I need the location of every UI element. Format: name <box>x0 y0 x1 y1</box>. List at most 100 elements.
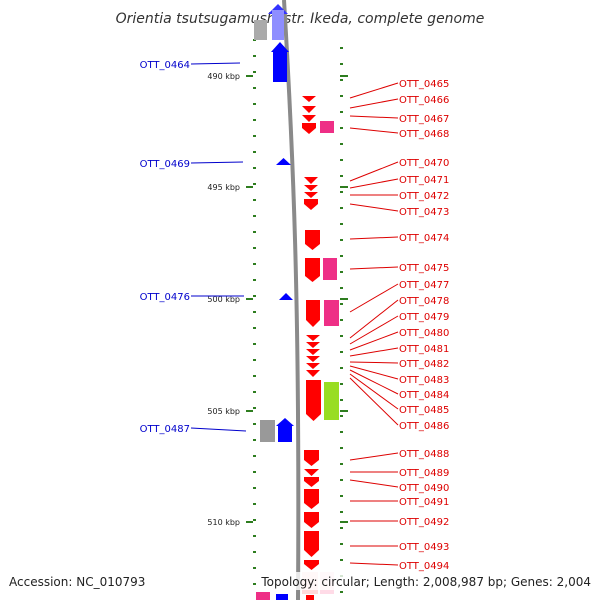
right-gene-leader <box>349 299 399 339</box>
gene-feature <box>306 342 320 348</box>
accession-label: Accession: NC_010793 <box>9 575 145 589</box>
right-gene-leader <box>349 347 399 357</box>
right-gene-label: OTT_0488 <box>399 449 449 460</box>
right-gene-label: OTT_0468 <box>399 129 449 140</box>
scale-labels: 490 kbp 495 kbp 500 kbp 505 kbp 510 kbp <box>207 72 348 527</box>
gene-feature <box>304 185 318 191</box>
right-gene-leader <box>349 127 399 134</box>
right-gene-label: OTT_0479 <box>399 312 449 323</box>
gene-feature <box>306 380 321 421</box>
scale-label: 505 kbp <box>207 407 240 416</box>
gene-feature <box>304 477 319 487</box>
gene-feature <box>276 594 288 600</box>
right-gene-leader <box>349 479 399 488</box>
gene-feature <box>276 418 294 442</box>
right-gene-leader <box>349 161 399 182</box>
gene-feature <box>304 192 318 198</box>
gene-feature <box>323 258 337 280</box>
right-gene-label: OTT_0483 <box>399 375 449 386</box>
right-gene-label: OTT_0474 <box>399 233 449 244</box>
right-gene-label: OTT_0485 <box>399 405 449 416</box>
right-gene-label: OTT_0492 <box>399 517 449 528</box>
right-gene-label: OTT_0475 <box>399 263 449 274</box>
right-gene-label: OTT_0470 <box>399 158 449 169</box>
gene-feature <box>320 121 334 133</box>
right-gene-label: OTT_0481 <box>399 344 449 355</box>
gene-feature <box>302 96 316 102</box>
right-gene-label: OTT_0477 <box>399 280 449 291</box>
right-gene-leader <box>349 98 399 109</box>
right-gene-leader <box>349 369 399 395</box>
left-gene-leader <box>190 62 241 65</box>
right-gene-leader <box>349 562 399 566</box>
right-gene-label: OTT_0471 <box>399 175 449 186</box>
right-gene-label: OTT_0486 <box>399 421 449 432</box>
gene-feature <box>304 531 319 557</box>
gene-feature <box>304 177 318 184</box>
left-gene-label: OTT_0487 <box>140 424 190 435</box>
right-gene-leader <box>349 365 399 380</box>
left-gene-labels: OTT_0464 OTT_0469 OTT_0476 OTT_0487 <box>140 60 247 435</box>
right-gene-label: OTT_0491 <box>399 497 449 508</box>
genome-backbone <box>282 0 301 600</box>
map-title: Orientia tsutsugamushi str. Ikeda, compl… <box>116 11 485 27</box>
left-gene-leader <box>190 427 247 432</box>
gene-feature <box>304 489 319 509</box>
gene-feature <box>304 512 319 528</box>
right-gene-label: OTT_0466 <box>399 95 449 106</box>
scale-label: 510 kbp <box>207 518 240 527</box>
gene-feature <box>306 363 320 369</box>
right-gene-label: OTT_0494 <box>399 561 449 572</box>
right-gene-leader <box>349 203 399 212</box>
right-gene-labels: OTT_0465 OTT_0466 OTT_0467 OTT_0468 OTT_0470… <box>349 79 449 572</box>
right-gene-leader <box>349 283 399 313</box>
gene-feature <box>306 349 320 355</box>
right-gene-leader <box>349 115 399 119</box>
right-gene-label: OTT_0465 <box>399 79 449 90</box>
right-gene-label: OTT_0473 <box>399 207 449 218</box>
gene-feature <box>302 115 316 122</box>
left-gene-leader <box>190 161 244 164</box>
gene-feature <box>276 158 291 165</box>
footer-background <box>258 572 600 590</box>
right-gene-label: OTT_0490 <box>399 483 449 494</box>
right-gene-label: OTT_0467 <box>399 114 449 125</box>
scale-ticks <box>253 39 343 593</box>
gene-feature <box>271 42 289 82</box>
gene-feature <box>272 10 284 40</box>
gene-feature <box>306 595 314 600</box>
right-gene-leader <box>349 331 399 351</box>
right-gene-leader <box>349 452 399 461</box>
gene-feature <box>304 450 319 466</box>
gene-feature <box>304 560 319 570</box>
gene-feature <box>306 370 320 377</box>
right-gene-leader <box>349 266 399 270</box>
right-gene-leader <box>349 361 399 364</box>
scale-label: 490 kbp <box>207 72 240 81</box>
gene-feature <box>324 382 339 420</box>
gene-feature <box>306 335 320 341</box>
scale-label: 500 kbp <box>207 295 240 304</box>
right-gene-leader <box>349 377 399 426</box>
gene-feature <box>254 20 267 40</box>
gene-feature <box>304 469 319 476</box>
gene-feature <box>305 258 320 282</box>
gene-feature <box>304 199 318 210</box>
gene-feature <box>260 420 275 442</box>
right-gene-leader <box>349 82 399 99</box>
right-gene-label: OTT_0489 <box>399 468 449 479</box>
right-gene-leader <box>349 373 399 410</box>
gene-feature <box>302 106 316 113</box>
right-gene-label: OTT_0478 <box>399 296 449 307</box>
right-gene-label: OTT_0472 <box>399 191 449 202</box>
gene-feature <box>302 123 316 134</box>
left-gene-label: OTT_0476 <box>140 292 190 303</box>
gene-feature <box>256 592 270 600</box>
gene-feature <box>324 300 339 326</box>
right-gene-leader <box>349 315 399 345</box>
right-gene-label: OTT_0493 <box>399 542 449 553</box>
scale-label: 495 kbp <box>207 183 240 192</box>
right-gene-label: OTT_0480 <box>399 328 449 339</box>
gene-feature <box>279 293 293 300</box>
